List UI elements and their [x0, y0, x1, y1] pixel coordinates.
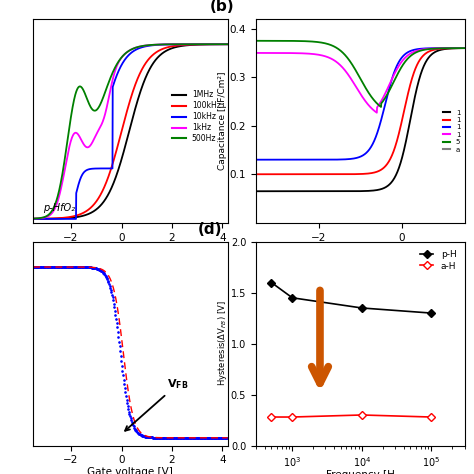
Legend: 1, 1, 1, 1, 5, a: 1, 1, 1, 1, 5, a	[440, 107, 463, 155]
Y-axis label: Capacitance [μF/Cm²]: Capacitance [μF/Cm²]	[218, 72, 227, 170]
a-H	[428, 414, 434, 420]
Legend: 1MHz, 100kHz, 10kHz, 1kHz, 500Hz: 1MHz, 100kHz, 10kHz, 1kHz, 500Hz	[169, 87, 224, 146]
a-H	[290, 414, 295, 420]
X-axis label: Gate voltage [V]: Gate voltage [V]	[87, 467, 173, 474]
X-axis label: Gate voltage [V]: Gate voltage [V]	[87, 244, 173, 254]
Text: (d): (d)	[198, 221, 222, 237]
X-axis label: Gate voltage: Gate voltage	[327, 244, 394, 254]
p-H	[428, 310, 434, 316]
p-H	[359, 305, 365, 311]
p-H	[269, 280, 274, 285]
Text: $\mathbf{V_{FB}}$: $\mathbf{V_{FB}}$	[125, 377, 188, 431]
Legend: p-H, a-H: p-H, a-H	[416, 246, 460, 274]
a-H	[359, 412, 365, 418]
X-axis label: Frequency [H: Frequency [H	[326, 471, 395, 474]
Y-axis label: Hysteresis(ΔV$_{FB}$) [V]: Hysteresis(ΔV$_{FB}$) [V]	[217, 301, 229, 386]
Text: p-HfO₂: p-HfO₂	[43, 202, 75, 212]
a-H	[269, 414, 274, 420]
Line: p-H: p-H	[268, 279, 435, 316]
Line: a-H: a-H	[268, 412, 435, 420]
p-H	[290, 295, 295, 301]
Text: (b): (b)	[210, 0, 235, 14]
